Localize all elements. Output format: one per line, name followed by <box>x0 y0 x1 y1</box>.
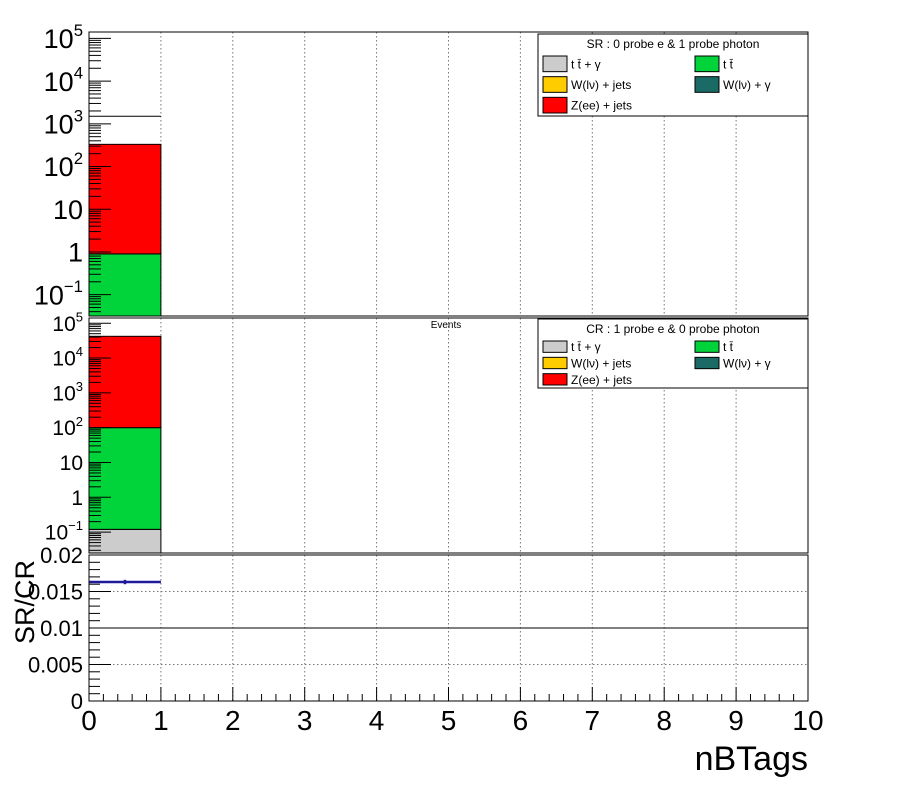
cr-y-tick-exponent: −1 <box>68 518 83 533</box>
ratio-x-ticks: 0 1 2 3 4 5 6 7 8 9 10 <box>81 687 824 736</box>
x-tick-label: 3 <box>297 705 313 736</box>
x-tick-label: 7 <box>585 705 601 736</box>
sr-frame <box>88 31 809 317</box>
cr-y-tick-exponent: 2 <box>76 414 83 429</box>
sr-legend-title: SR : 0 probe e & 1 probe photon <box>587 37 760 51</box>
sr-y-tick-exponent: −1 <box>64 277 83 296</box>
cr-y-tick-exponent: 5 <box>76 309 83 324</box>
cr-bar-segment <box>88 427 162 530</box>
x-tick-label: 4 <box>369 705 385 736</box>
sr-y-tick-exponent: 3 <box>74 106 83 125</box>
cr-legend-swatch <box>694 340 720 353</box>
sr-bar-segment <box>88 253 162 317</box>
x-tick-label: 2 <box>225 705 241 736</box>
ratio-y-tick-label: 0.005 <box>28 653 83 678</box>
cr-legend-swatch <box>542 356 568 370</box>
ratio-y-tick-label: 0.01 <box>40 616 83 641</box>
sr-legend-box <box>537 33 809 117</box>
cr-legend-swatch <box>542 373 568 386</box>
sr-y-tick-exponent: 4 <box>74 64 83 83</box>
ratio-y-tick-label: 0 <box>71 689 83 714</box>
x-tick-label: 5 <box>441 705 457 736</box>
x-tick-label: 8 <box>656 705 672 736</box>
cr-y-tick-exponent: 4 <box>76 344 83 359</box>
cr-legend-title: CR : 1 probe e & 0 probe photon <box>586 322 759 336</box>
sr-legend-swatch <box>542 55 568 73</box>
x-tick-label: 9 <box>728 705 744 736</box>
ratio-y-ticks: 0 0.005 0.01 0.015 0.02 <box>28 543 111 714</box>
cr-legend: CR : 1 probe e & 0 probe photon t t̄ + γ t… <box>537 318 809 389</box>
sr-legend-swatch <box>542 96 568 114</box>
cr-frame <box>88 317 809 554</box>
ratio-panel: 0 0.005 0.01 0.015 0.02 0 1 2 3 4 5 6 7 8 9 10 SR/CR n… <box>10 543 824 778</box>
cr-y-tick-exponent: 3 <box>76 379 83 394</box>
ratio-frame <box>88 554 809 702</box>
sr-legend-label: W(lν) + jets <box>571 78 631 92</box>
cr-legend-label: W(lν) + jets <box>571 357 631 371</box>
ratio-y-tick-label: 0.02 <box>40 543 83 568</box>
cr-events-label: Events <box>431 320 462 331</box>
cr-legend-label: t t̄ <box>723 340 734 354</box>
x-axis-title: nBTags <box>695 740 808 778</box>
cr-legend-label: W(lν) + γ <box>723 357 771 371</box>
cr-y-tick-label: 1 <box>71 487 83 510</box>
sr-legend-label: t t̄ + γ <box>571 57 601 71</box>
cr-y-tick-label: 10 <box>60 452 83 475</box>
ratio-y-tick-label: 0.015 <box>28 580 83 605</box>
sr-y-tick-exponent: 5 <box>74 21 83 40</box>
sr-bar-segment <box>88 143 162 255</box>
x-tick-label: 1 <box>153 705 169 736</box>
sr-legend-swatch <box>694 76 720 93</box>
sr-legend: SR : 0 probe e & 1 probe photon t t̄ + γ t… <box>537 33 809 117</box>
sr-stacked-bars <box>88 143 162 317</box>
ratio-points <box>89 579 161 585</box>
sr-y-tick-label: 10 <box>53 195 83 225</box>
sr-legend-label: t t̄ <box>723 57 734 71</box>
cr-legend-box <box>537 318 809 389</box>
x-tick-label: 6 <box>513 705 529 736</box>
cr-legend-label: Z(ee) + jets <box>571 373 632 387</box>
sr-legend-label: Z(ee) + jets <box>571 99 632 113</box>
cr-bar-segment <box>88 528 162 554</box>
sr-legend-swatch <box>694 55 720 73</box>
ratio-y-axis-title: SR/CR <box>10 560 40 644</box>
cr-legend-swatch <box>694 356 720 370</box>
cr-legend-swatch <box>542 340 568 353</box>
sr-y-tick-exponent: 2 <box>74 149 83 168</box>
sr-y-tick-label: 1 <box>68 238 83 268</box>
x-tick-label: 0 <box>81 705 97 736</box>
sr-legend-label: W(lν) + γ <box>723 78 771 92</box>
sr-legend-swatch <box>542 76 568 93</box>
cr-legend-label: t t̄ + γ <box>571 340 601 354</box>
x-tick-label: 10 <box>792 705 823 736</box>
